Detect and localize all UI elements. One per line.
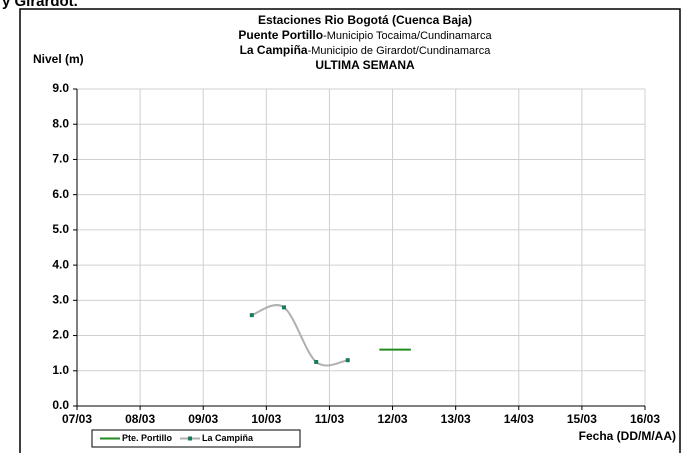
x-tick-label: 16/03	[630, 412, 660, 426]
period: ULTIMA SEMANA	[315, 58, 415, 72]
y-tick-label: 3.0	[52, 293, 69, 307]
y-tick-label: 6.0	[52, 187, 69, 201]
y-tick-label: 9.0	[52, 81, 69, 95]
y-axis-label: Nivel (m)	[33, 52, 84, 66]
y-tick-label: 4.0	[52, 257, 69, 271]
marker	[249, 313, 254, 318]
x-tick-label: 09/03	[188, 412, 218, 426]
x-axis-label: Fecha (DD/M/AA)	[579, 429, 676, 443]
marker	[314, 359, 319, 364]
subtitle: La Campiña-Municipio de Girardot/Cundina…	[240, 43, 492, 57]
x-tick-label: 08/03	[125, 412, 155, 426]
x-tick-label: 12/03	[378, 412, 408, 426]
subtitle: Puente Portillo-Municipio Tocaima/Cundin…	[238, 28, 492, 42]
station-location: -Municipio Tocaima/Cundinamarca	[323, 30, 492, 42]
y-tick-label: 7.0	[52, 152, 69, 166]
x-tick-label: 11/03	[315, 412, 345, 426]
x-tick-label: 13/03	[441, 412, 471, 426]
legend-label: La Campiña	[202, 433, 254, 443]
x-tick-label: 14/03	[504, 412, 534, 426]
y-tick-label: 8.0	[52, 116, 69, 130]
x-tick-label: 07/03	[62, 412, 92, 426]
x-tick-label: 10/03	[251, 412, 281, 426]
chart-title: Estaciones Rio Bogotá (Cuenca Baja)	[258, 13, 472, 27]
series-line	[251, 304, 348, 367]
y-tick-label: 1.0	[52, 363, 69, 377]
station-name: La Campiña	[240, 43, 308, 57]
station-location: -Municipio de Girardot/Cundinamarca	[308, 45, 492, 57]
legend-label: Pte. Portillo	[122, 433, 173, 443]
y-tick-label: 2.0	[52, 328, 69, 342]
x-tick-label: 15/03	[567, 412, 597, 426]
y-tick-label: 0.0	[52, 398, 69, 412]
y-tick-label: 5.0	[52, 222, 69, 236]
marker	[282, 305, 287, 310]
legend-marker	[188, 436, 192, 441]
top-text: y Girardot.	[2, 0, 78, 10]
station-name: Puente Portillo	[238, 28, 323, 42]
chart-frame	[19, 8, 681, 453]
marker	[345, 358, 350, 363]
